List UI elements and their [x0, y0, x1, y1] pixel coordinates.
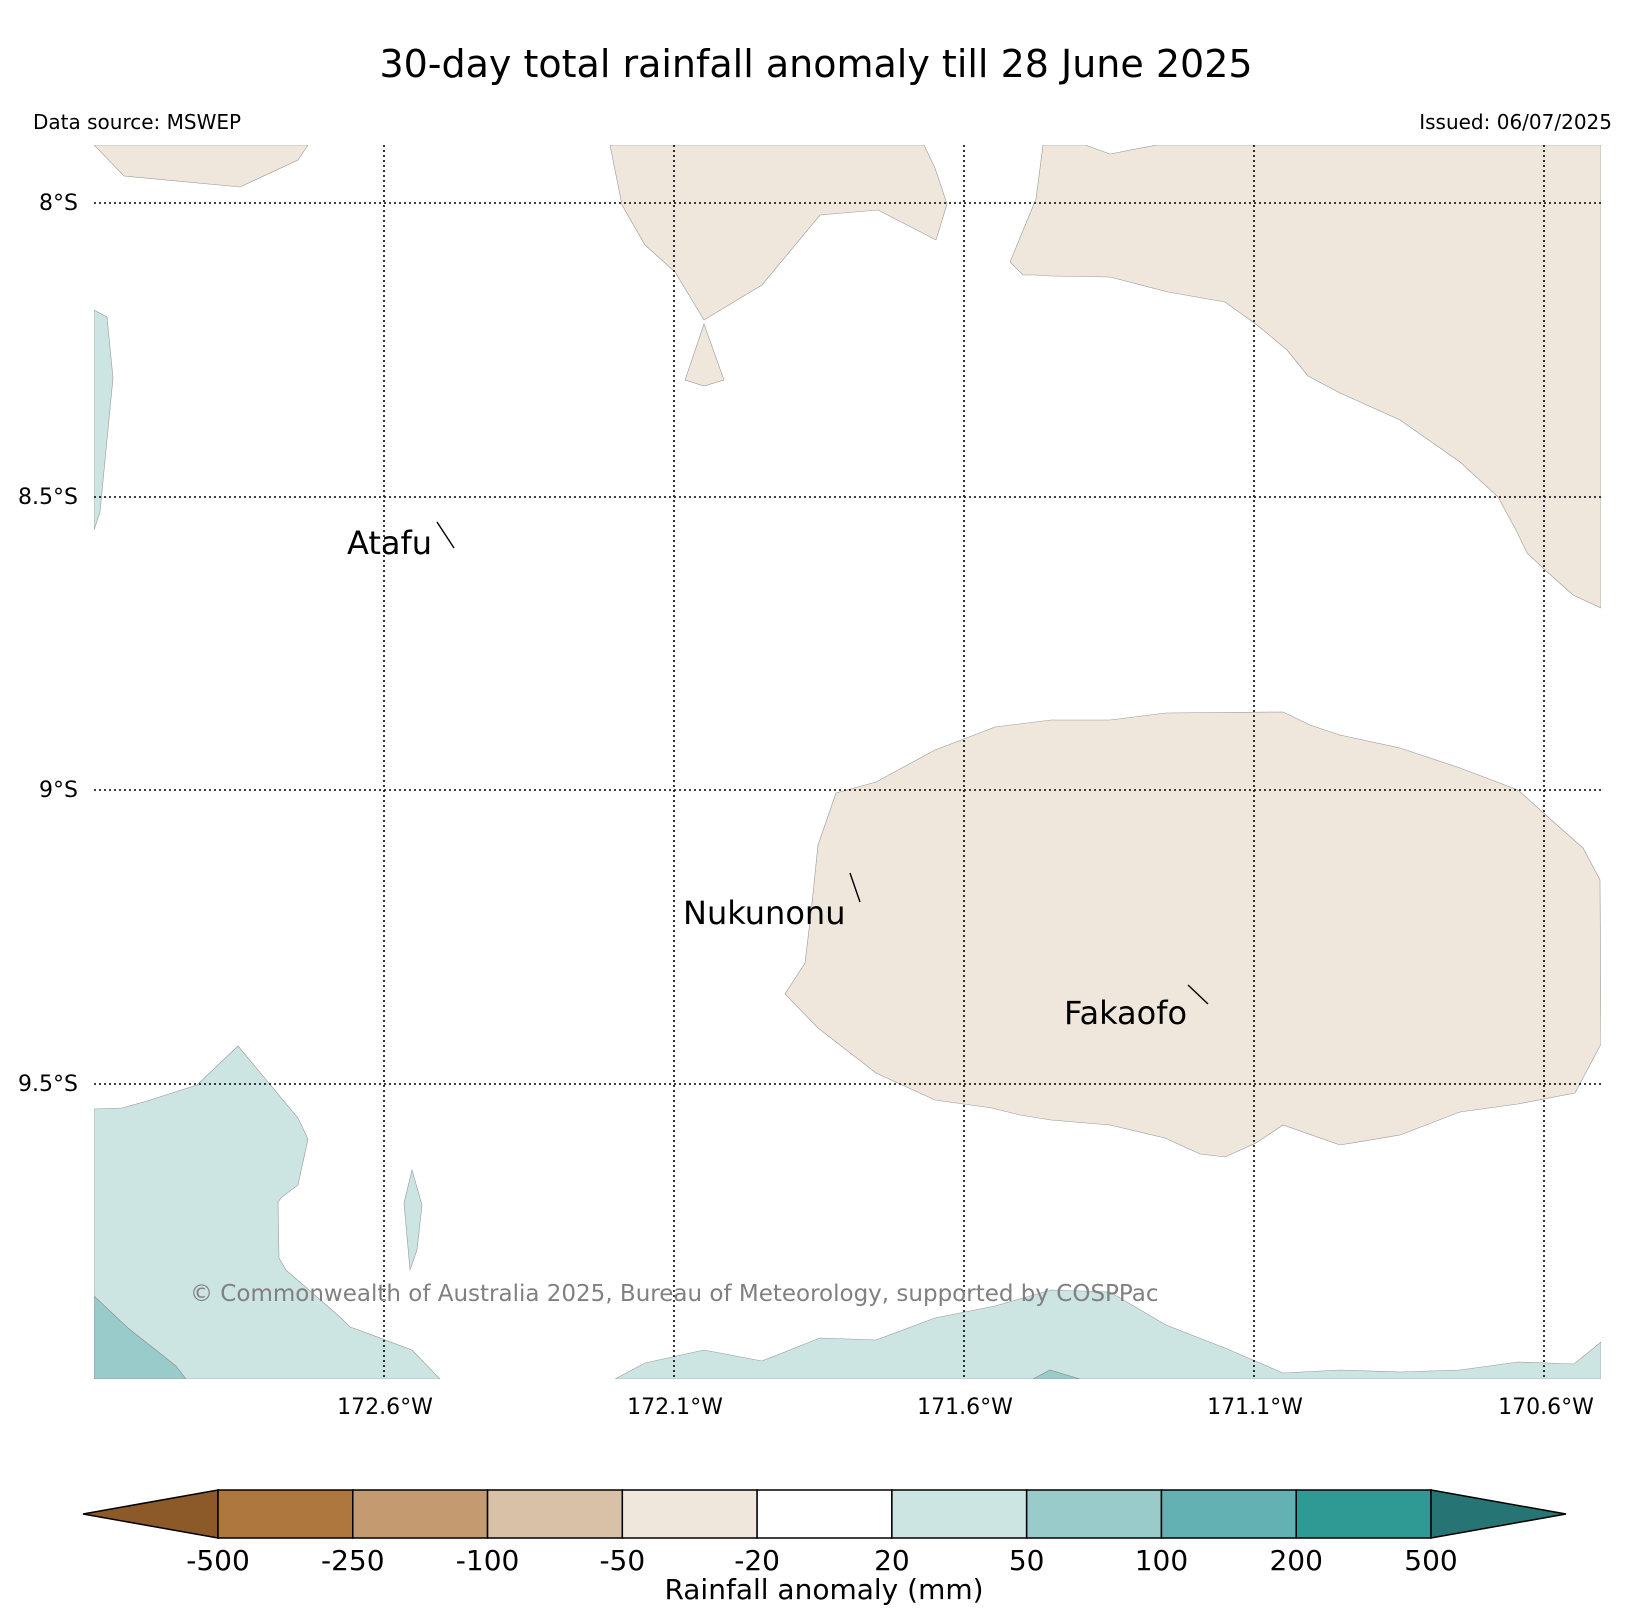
- wet-region-bottom-left: [94, 1045, 441, 1379]
- colorbar-segment: [621, 1489, 758, 1539]
- lon-label-170-6W: 170.6°W: [1498, 1395, 1594, 1420]
- anomaly-fields: [94, 145, 1601, 1379]
- colorbar-segment: [486, 1489, 624, 1539]
- place-label-fakaofo: Fakaofo: [1064, 994, 1187, 1032]
- map-title: 30-day total rainfall anomaly till 28 Ju…: [379, 42, 1253, 86]
- lat-label-8-5S: 8.5°S: [18, 485, 78, 510]
- colorbar-tick-label: 100: [1135, 1544, 1188, 1577]
- dry-region-center-right: [784, 711, 1601, 1158]
- colorbar-segment: [1160, 1489, 1297, 1539]
- copyright-notice: © Commonwealth of Australia 2025, Bureau…: [190, 1281, 1159, 1307]
- colorbar-tick-label: -500: [186, 1544, 250, 1577]
- nukunonu-marker: [849, 872, 861, 903]
- atafu-marker: [436, 521, 455, 549]
- dry-region-small-triangle: [684, 323, 725, 387]
- fakaofo-marker: [1187, 984, 1209, 1005]
- colorbar-segment: [1295, 1489, 1432, 1539]
- colorbar-tick-label: -50: [599, 1544, 645, 1577]
- lat-label-9-5S: 9.5°S: [18, 1072, 78, 1097]
- wet-region-medium-bottom-center: [1032, 1369, 1081, 1379]
- lon-label-171-1W: 171.1°W: [1207, 1395, 1303, 1420]
- colorbar-segment: [891, 1489, 1028, 1539]
- graticule: [94, 145, 1601, 1379]
- colorbar-extend-high: [1430, 1489, 1567, 1539]
- dry-region-top-center: [609, 145, 948, 321]
- colorbar-tick-label: 50: [1009, 1544, 1045, 1577]
- colorbar-tick-label: 200: [1269, 1544, 1322, 1577]
- colorbar: -500 -250 -100 -50 -20 20 50 100 200 500 Rainfall…: [82, 1489, 1567, 1606]
- wet-region-bottom-center: [614, 1289, 1601, 1379]
- wet-region-left-edge: [94, 309, 114, 531]
- colorbar-tick-label: -250: [321, 1544, 385, 1577]
- colorbar-tick-label: 20: [874, 1544, 910, 1577]
- lat-label-8S: 8°S: [39, 191, 78, 216]
- colorbar-segment: [217, 1489, 354, 1539]
- colorbar-extend-low: [82, 1489, 219, 1539]
- colorbar-segment: [1025, 1489, 1163, 1539]
- dry-region-top-left: [94, 145, 309, 188]
- lon-label-171-6W: 171.6°W: [917, 1395, 1013, 1420]
- issued-date: Issued: 06/07/2025: [1419, 110, 1612, 134]
- colorbar-tick-label: -100: [456, 1544, 520, 1577]
- wet-region-medium-bottom-left: [94, 1295, 187, 1379]
- colorbar-segment: [756, 1489, 893, 1539]
- lat-label-9S: 9°S: [39, 778, 78, 803]
- data-source: Data source: MSWEP: [33, 110, 242, 134]
- wet-region-small-sliver: [403, 1168, 423, 1271]
- place-label-nukunonu: Nukunonu: [683, 894, 845, 932]
- dry-region-top-right: [1009, 145, 1601, 609]
- lon-label-172-1W: 172.1°W: [627, 1395, 723, 1420]
- lon-label-172-6W: 172.6°W: [337, 1395, 433, 1420]
- colorbar-tick-label: 500: [1404, 1544, 1457, 1577]
- colorbar-label: Rainfall anomaly (mm): [664, 1573, 983, 1606]
- place-label-atafu: Atafu: [347, 524, 432, 562]
- colorbar-tick-label: -20: [734, 1544, 780, 1577]
- colorbar-segment: [352, 1489, 489, 1539]
